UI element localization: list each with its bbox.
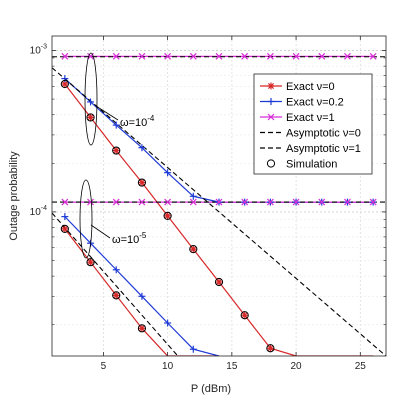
x-tick-label: 15 (226, 361, 238, 372)
marker-circle (112, 291, 121, 300)
y-tick-label: 10-4 (30, 205, 47, 218)
marker-plus (112, 121, 120, 129)
x-tick-label: 25 (355, 361, 367, 372)
legend-box (253, 73, 373, 175)
marker-x (61, 52, 69, 60)
marker-star (267, 82, 275, 90)
marker-x (61, 198, 69, 206)
marker-star (112, 147, 120, 155)
legend-item: Asymptotic ν=0 (260, 128, 361, 140)
marker-x (189, 198, 197, 206)
marker-plus (138, 292, 146, 300)
annotation-pointer-1e-4 (95, 105, 119, 121)
marker-x (138, 198, 146, 206)
legend-item: Asymptotic ν=1 (260, 143, 361, 155)
marker-plus (189, 345, 197, 353)
marker-star (138, 179, 146, 187)
marker-plus (164, 319, 172, 327)
legend-label: Asymptotic ν=1 (286, 143, 361, 155)
marker-x (318, 52, 326, 60)
annotations: ω=10-4 ω=10-5 (79, 52, 155, 259)
marker-circle (163, 211, 172, 220)
legend-label: Asymptotic ν=0 (286, 128, 361, 140)
marker-star (266, 344, 274, 352)
marker-circle (137, 178, 147, 187)
legend-item: Exact ν=0.2 (260, 97, 344, 109)
marker-circle (86, 113, 95, 122)
marker-plus (87, 98, 95, 106)
x-tick-label: 20 (291, 361, 303, 372)
marker-circle (86, 258, 95, 267)
marker-plus (138, 144, 146, 152)
legend-label: Exact ν=1 (286, 112, 335, 124)
marker-plus (164, 169, 172, 177)
annotation-ellipse-1e-4 (84, 52, 98, 146)
marker-x (87, 198, 94, 206)
marker-x (241, 52, 249, 60)
marker-x (369, 198, 377, 206)
marker-star (138, 324, 146, 332)
marker-plus (61, 213, 69, 221)
y-tick-label: 10-3 (30, 44, 47, 57)
marker-circle (266, 344, 275, 353)
marker-x (164, 198, 172, 206)
marker-x (344, 52, 351, 60)
marker-plus (267, 98, 275, 105)
marker-circle (240, 311, 249, 320)
marker-circle (60, 224, 69, 233)
legend-label: Exact ν=0 (286, 81, 335, 93)
axes-box (51, 35, 387, 357)
marker-x (112, 52, 120, 60)
marker-star (112, 291, 120, 299)
marker-x (112, 198, 120, 206)
marker-star (87, 258, 95, 266)
marker-circle (60, 79, 69, 89)
annotation-omega-1e-5: ω=10-5 (112, 231, 147, 246)
marker-circle (112, 146, 121, 155)
legend-label: Simulation (286, 159, 337, 171)
marker-circle (137, 324, 147, 333)
x-axis-label: P (dBm) (191, 383, 231, 395)
marker-circle (214, 277, 224, 287)
marker-star (241, 311, 249, 319)
marker-x (266, 52, 274, 60)
series-line-asymptotic-0 (52, 67, 386, 356)
marker-circle (266, 159, 276, 168)
legend-label: Exact ν=0.2 (286, 97, 344, 109)
marker-x (318, 198, 326, 206)
marker-x (292, 198, 300, 206)
legend-item: Exact ν=0 (260, 81, 335, 93)
marker-star (61, 225, 69, 233)
marker-x (138, 52, 146, 60)
x-tick-label: 5 (101, 361, 107, 372)
marker-layer (60, 52, 377, 353)
marker-circle (189, 245, 198, 254)
marker-plus (112, 266, 120, 274)
marker-x (215, 198, 223, 206)
marker-x (266, 198, 274, 206)
marker-x (241, 198, 249, 206)
marker-x (189, 52, 197, 60)
annotation-omega-1e-4: ω=10-4 (120, 114, 155, 129)
legend: Exact ν=0 Exact ν=0.2 Exact ν=1 Asymptotic … (253, 73, 373, 175)
annotation-ellipse-1e-5 (79, 179, 93, 259)
legend-item: Simulation (266, 159, 337, 171)
marker-x (292, 52, 300, 60)
x-tick-label: 10 (162, 361, 174, 372)
marker-x (344, 198, 351, 206)
axes: 5 10 15 20 25 10-4 10-3 (30, 35, 387, 372)
legend-item: Exact ν=1 (260, 112, 335, 124)
marker-star (87, 113, 95, 121)
marker-x (267, 113, 275, 121)
marker-x (215, 52, 223, 60)
marker-x (164, 52, 172, 60)
marker-star (164, 212, 172, 220)
annotation-pointer-1e-5 (90, 224, 111, 239)
marker-x (369, 52, 377, 60)
y-axis-label: Outage probability (8, 151, 20, 241)
marker-star (215, 278, 223, 286)
marker-star (189, 245, 197, 253)
marker-plus (189, 192, 197, 200)
